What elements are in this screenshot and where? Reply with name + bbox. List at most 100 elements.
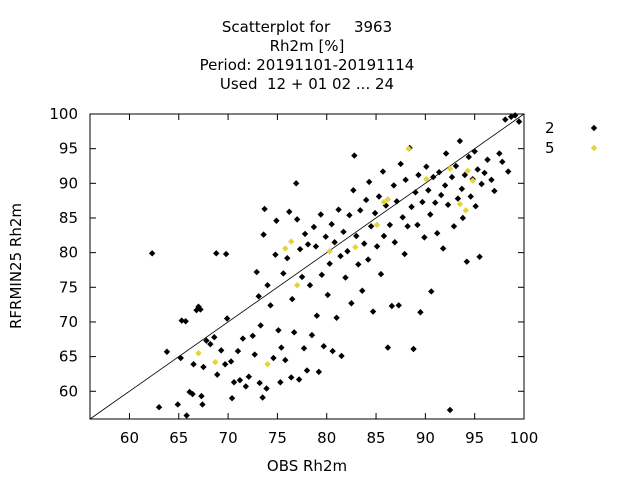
data-point-series-2	[260, 231, 267, 238]
data-point-series-2	[197, 306, 204, 313]
data-point-series-2	[417, 309, 424, 316]
data-point-series-5	[462, 207, 470, 214]
data-point-series-2	[351, 152, 358, 159]
data-point-series-2	[177, 354, 184, 362]
data-point-series-2	[255, 293, 262, 300]
x-tick-label: 90	[416, 429, 435, 447]
data-point-series-2	[384, 344, 392, 351]
data-point-series-2	[293, 216, 301, 223]
data-point-series-2	[362, 196, 370, 204]
data-point-series-2	[296, 245, 304, 253]
data-point-series-2	[286, 208, 293, 215]
identity-diagonal-line	[89, 113, 525, 420]
data-point-series-2	[217, 347, 225, 354]
data-point-series-2	[203, 337, 210, 344]
data-point-series-2	[290, 329, 298, 336]
legend-marker-series-5	[590, 144, 598, 152]
data-point-series-2	[277, 379, 284, 386]
data-point-series-2	[390, 182, 397, 189]
data-point-series-2	[393, 198, 400, 205]
data-point-series-5	[423, 175, 430, 183]
data-point-series-2	[355, 261, 362, 268]
data-point-series-2	[391, 239, 398, 246]
data-point-series-2	[289, 295, 296, 303]
data-point-series-2	[478, 180, 485, 188]
data-point-series-2	[335, 206, 342, 213]
y-tick-label: 100	[49, 105, 78, 123]
data-point-series-2	[382, 202, 390, 209]
data-point-series-2	[228, 395, 236, 402]
data-point-series-2	[301, 230, 309, 238]
data-point-series-2	[371, 209, 379, 217]
data-point-series-2	[264, 282, 271, 289]
data-point-series-5	[384, 196, 392, 203]
chart-title-line: Rh2m [%]	[270, 37, 345, 55]
data-point-series-2	[338, 352, 345, 360]
x-tick-label: 85	[366, 429, 385, 447]
data-point-series-2	[214, 371, 221, 378]
axis-ticks: 60 65 70 75 80 85 90 95 100 60 65 70 75 80 85 90 95 100	[49, 105, 538, 447]
plot-frame	[89, 113, 525, 420]
data-point-series-2	[446, 406, 454, 414]
data-point-series-2	[408, 203, 415, 211]
data-point-series-2	[432, 199, 439, 206]
data-point-series-2	[402, 176, 409, 184]
data-point-series-2	[452, 162, 460, 170]
y-tick-label: 90	[59, 174, 78, 192]
data-point-series-2	[499, 158, 506, 166]
data-point-series-2	[282, 356, 289, 364]
data-point-series-2	[257, 322, 264, 329]
data-point-series-2	[239, 335, 247, 342]
data-point-series-2	[242, 383, 250, 390]
data-point-series-5	[456, 200, 464, 208]
data-point-series-2	[253, 268, 260, 276]
data-point-series-2	[303, 367, 311, 374]
x-tick-label: 60	[120, 429, 139, 447]
data-point-series-2	[249, 332, 256, 340]
data-point-series-2	[357, 207, 364, 214]
data-point-series-2	[350, 187, 357, 194]
data-point-series-2	[326, 260, 333, 267]
data-point-series-2	[280, 270, 287, 277]
data-point-series-2	[461, 171, 469, 179]
data-point-series-2	[328, 221, 335, 228]
data-point-series-2	[256, 379, 263, 387]
data-point-series-2	[267, 302, 274, 309]
data-point-series-2	[288, 374, 295, 381]
data-point-series-2	[227, 358, 235, 365]
data-point-series-2	[412, 189, 419, 196]
data-point-series-2	[437, 191, 445, 199]
data-point-series-2	[471, 148, 478, 155]
data-point-series-2	[502, 116, 509, 123]
data-point-series-2	[481, 169, 488, 177]
data-point-series-2	[324, 291, 331, 299]
data-point-series-2	[329, 347, 336, 355]
data-point-series-2	[273, 217, 280, 224]
data-point-series-2	[333, 314, 340, 321]
x-tick-label: 100	[510, 429, 539, 447]
data-point-series-2	[448, 173, 456, 181]
data-point-series-2	[404, 223, 411, 230]
x-tick-label: 75	[268, 429, 287, 447]
data-point-series-2	[230, 379, 238, 386]
data-point-series-2	[365, 178, 373, 186]
data-point-series-2	[200, 363, 207, 371]
data-point-series-2	[456, 137, 464, 145]
data-point-series-2	[454, 195, 462, 202]
data-point-series-2	[322, 233, 329, 240]
data-point-series-2	[234, 347, 242, 355]
data-point-series-2	[395, 302, 402, 309]
legend: 25	[545, 119, 598, 157]
data-point-series-2	[434, 230, 441, 237]
data-point-series-2	[199, 401, 206, 408]
data-point-series-2	[245, 373, 253, 380]
data-point-series-5	[464, 167, 471, 175]
data-point-series-2	[428, 288, 435, 295]
x-tick-label: 65	[169, 429, 188, 447]
data-point-series-2	[236, 376, 244, 384]
data-point-series-2	[399, 214, 406, 221]
data-point-series-2	[430, 173, 437, 181]
data-point-series-2	[476, 253, 483, 260]
data-point-series-5	[446, 165, 454, 172]
data-point-series-2	[313, 312, 321, 319]
